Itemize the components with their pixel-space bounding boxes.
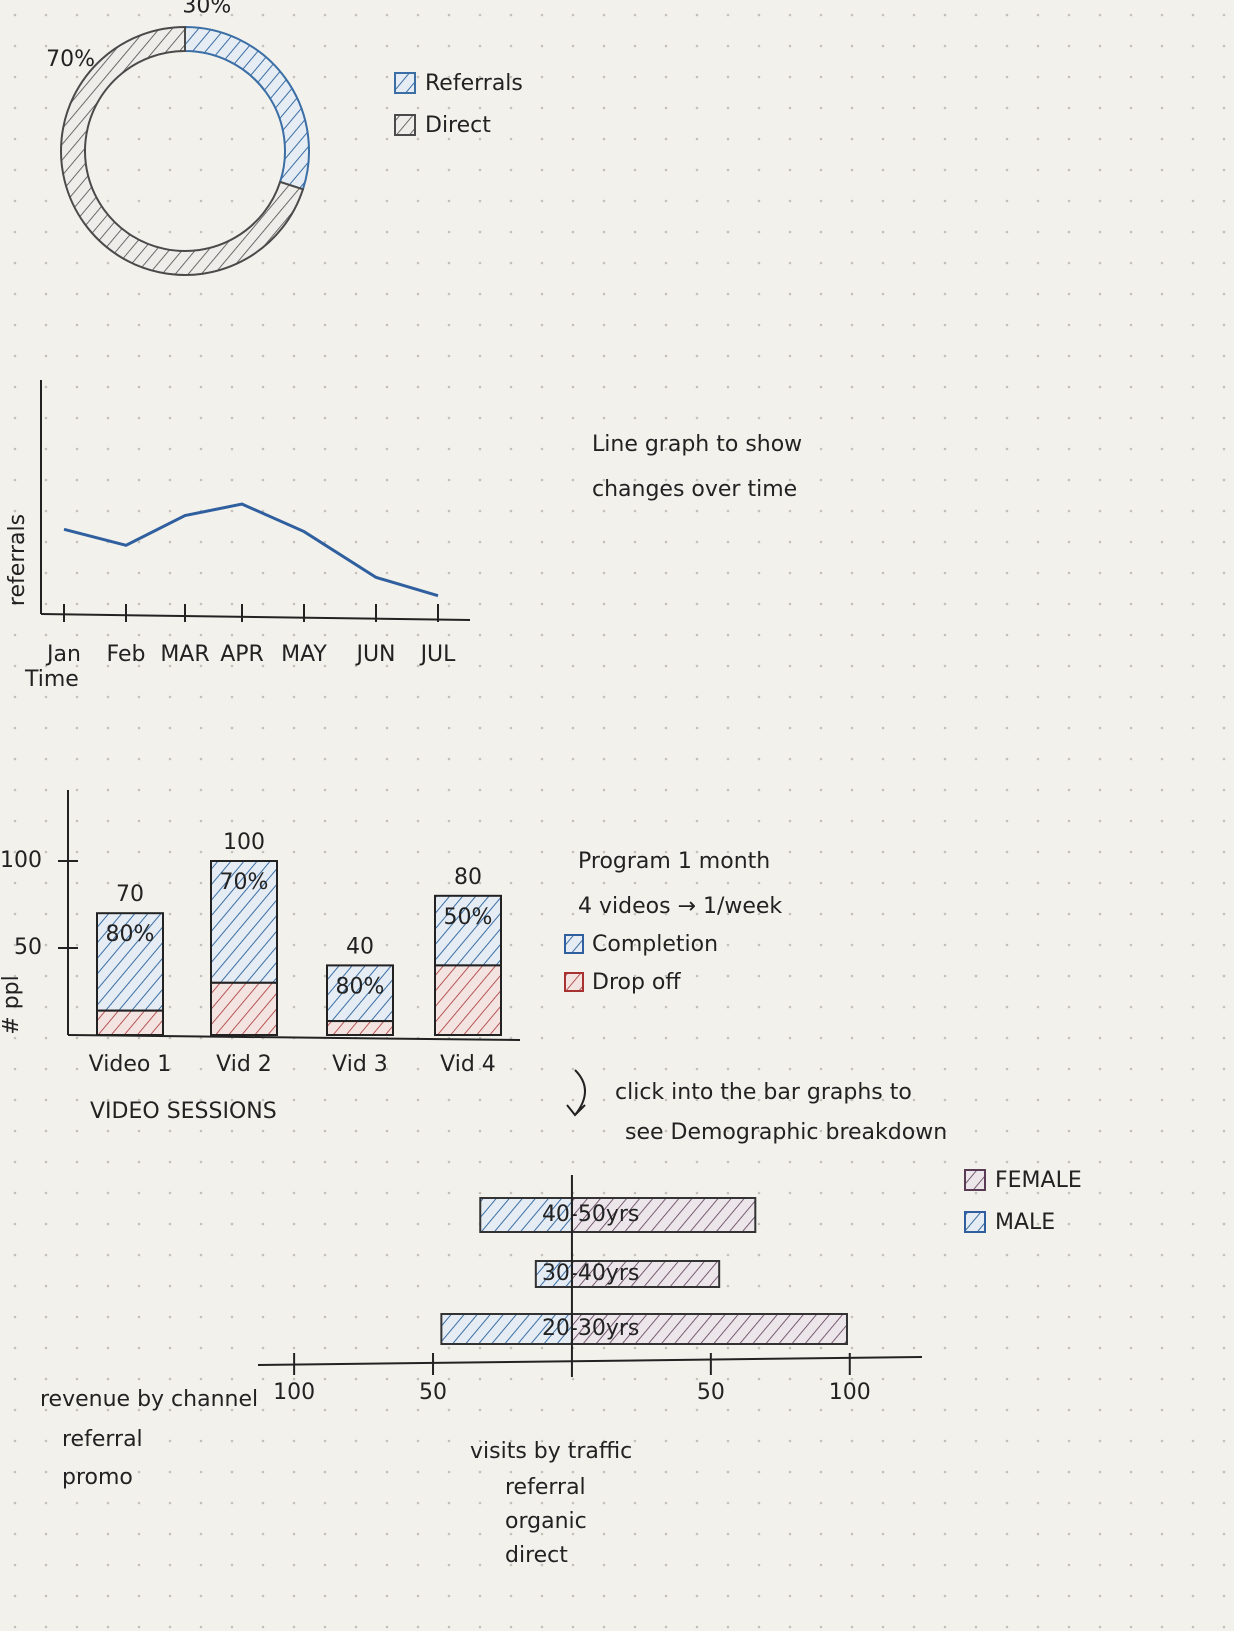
x-axis [40,613,471,621]
bar [570,1197,757,1233]
note-item: referral [62,1427,143,1452]
x-axis [257,1356,923,1366]
completion-label: 80% [106,922,155,947]
x-tick-label: Vid 2 [216,1052,272,1077]
x-axis-label: Time [24,667,79,692]
bar-value-label: 40 [346,934,374,959]
legend-label: Direct [425,113,491,138]
y-tick-label: 50 [14,935,42,960]
bar-value-label: 80 [454,865,482,890]
category-label: 30-40yrs [542,1261,639,1286]
legend-swatch [564,934,584,954]
completion-label: 70% [220,870,269,895]
arrow [566,1069,586,1117]
note: changes over time [592,477,797,502]
bar-dropoff [434,964,502,1037]
note-title: revenue by channel [40,1387,258,1412]
x-tick-label: MAY [281,642,327,667]
y-axis-label: referrals [5,514,30,606]
x-axis-label: VIDEO SESSIONS [90,1099,277,1124]
x-tick-label: Feb [107,642,146,667]
y-axis-label: # ppl [0,975,24,1034]
bar-value-label: 70 [116,882,144,907]
bar-completion [434,894,502,967]
legend-swatch [564,972,584,992]
legend-label: Completion [592,932,718,957]
x-tick-label: Vid 4 [440,1052,496,1077]
legend-label: MALE [995,1210,1055,1235]
bar [440,1313,573,1345]
bar [570,1313,848,1345]
bar-dropoff [326,1020,394,1037]
legend-swatch [964,1211,986,1233]
note: Line graph to show [592,432,802,457]
legend-swatch [964,1169,986,1191]
completion-label: 80% [336,974,385,999]
segment-label: 70% [46,47,95,72]
x-tick-label: Jan [45,642,81,667]
x-tick-label: Vid 3 [332,1052,388,1077]
donut-segment [60,25,305,276]
legend-swatch [394,72,416,94]
bullet: organic [505,1509,587,1534]
x-tick-label: 50 [697,1380,725,1405]
bar-dropoff [210,981,278,1036]
bar-completion [96,912,164,1012]
x-tick-label: 100 [273,1380,315,1405]
bar-completion [326,964,394,1023]
bar-value-label: 100 [223,830,265,855]
legend-label: Referrals [425,71,523,96]
bullet: direct [505,1543,568,1568]
note: click into the bar graphs to [615,1080,912,1105]
chart-title: visits by traffic [470,1439,632,1464]
bar [479,1197,573,1233]
legend-swatch [394,114,416,136]
note: 4 videos → 1/week [578,894,782,919]
category-label: 40-50yrs [542,1202,639,1227]
note-item: promo [62,1465,133,1490]
bar-dropoff [96,1009,164,1037]
x-tick-label: JUN [354,642,395,667]
completion-label: 50% [444,905,493,930]
note: see Demographic breakdown [625,1120,947,1145]
x-tick-label: APR [220,642,264,667]
line [63,502,439,598]
note: Program 1 month [578,849,770,874]
legend-label: FEMALE [995,1168,1082,1193]
x-tick-label: MAR [160,642,209,667]
y-tick-label: 100 [0,848,42,873]
bar-completion [210,860,278,984]
bullet: referral [505,1475,586,1500]
x-tick-label: 100 [829,1380,871,1405]
x-tick-label: 50 [419,1380,447,1405]
segment-label: 30% [182,0,231,19]
category-label: 20-30yrs [542,1316,639,1341]
legend-label: Drop off [592,970,681,995]
x-tick-label: Video 1 [89,1052,172,1077]
x-tick-label: JUL [419,642,457,667]
